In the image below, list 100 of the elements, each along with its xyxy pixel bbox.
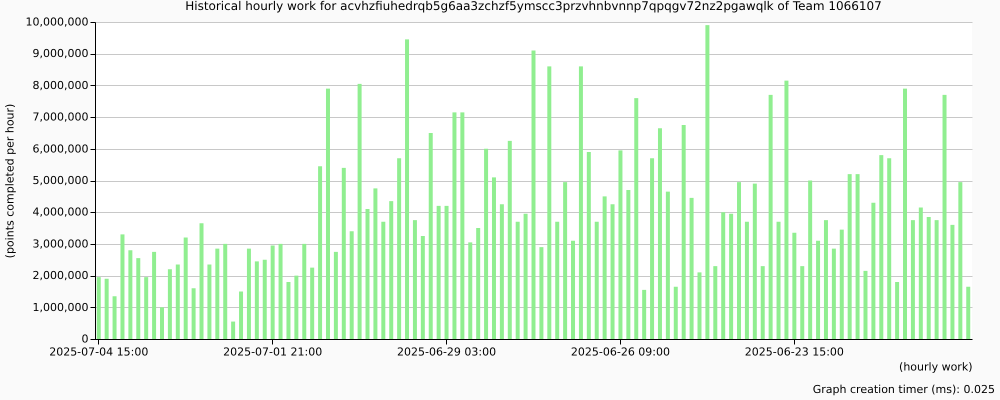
bar: [586, 152, 591, 339]
bar: [262, 260, 267, 339]
chart-title: Historical hourly work for acvhzfiuhedrqb5g6aa3zchzf5ymscc3przvhnbvnnp7qpqgv72nz2pgawqlk of Team 1066107: [185, 0, 882, 13]
y-tick-label: 3,000,000: [32, 237, 88, 250]
bar: [808, 180, 812, 339]
x-tick-label: 2025-06-29 03:00: [396, 346, 496, 358]
bar: [666, 192, 670, 339]
bar: [254, 261, 259, 339]
bar: [768, 94, 773, 339]
x-tick-label: 2025-06-23 15:00: [744, 346, 844, 358]
bar: [594, 222, 599, 339]
bar: [436, 206, 441, 339]
bar: [840, 230, 844, 339]
x-tick-label: 2025-07-01 21:00: [223, 346, 322, 358]
bar: [895, 282, 900, 339]
bar: [618, 150, 622, 339]
y-tick-label: 6,000,000: [32, 142, 88, 156]
y-tick-label: 1,000,000: [32, 300, 88, 314]
bar: [958, 182, 962, 339]
bar: [760, 266, 765, 339]
bar: [120, 234, 124, 339]
bar: [152, 252, 156, 339]
bar: [697, 272, 702, 339]
bar: [286, 282, 290, 339]
bar: [934, 220, 939, 339]
bar: [832, 248, 836, 339]
bar: [104, 278, 109, 339]
bar: [642, 290, 646, 339]
bar: [682, 125, 686, 339]
bar: [508, 140, 512, 339]
bar: [887, 158, 892, 339]
bar: [737, 182, 742, 339]
bar: [539, 247, 544, 339]
bar: [215, 248, 220, 339]
bar: [792, 232, 796, 339]
bar: [246, 248, 251, 339]
bar: [168, 269, 172, 339]
bar: [460, 112, 464, 339]
bar: [342, 168, 346, 339]
bar: [918, 207, 923, 339]
bar: [389, 201, 394, 339]
bar: [144, 277, 148, 339]
bar: [602, 196, 607, 339]
bar: [160, 307, 164, 339]
bar: [476, 228, 480, 339]
bar: [966, 286, 970, 339]
bar: [926, 216, 931, 339]
bar: [239, 291, 244, 339]
bar: [428, 132, 433, 339]
x-tick-label: 2025-07-04 15:00: [49, 346, 148, 358]
bar: [184, 238, 188, 339]
bar: [658, 128, 662, 339]
bar: [879, 155, 884, 339]
bar: [776, 222, 781, 339]
text: Graph creation timer (ms): 0.025: [812, 383, 995, 396]
bar: [492, 177, 496, 339]
x-axis-title: (hourly work): [899, 360, 972, 374]
y-tick-label: 0: [82, 332, 88, 346]
bar: [207, 264, 212, 339]
bar: [136, 258, 140, 339]
bar: [950, 224, 954, 339]
bar: [610, 204, 615, 339]
bar: [942, 94, 947, 339]
bar: [278, 244, 283, 339]
bar: [231, 322, 236, 339]
y-axis-title: (points completed per hour): [4, 104, 17, 258]
bar: [626, 190, 630, 339]
bar: [729, 214, 734, 339]
bar: [674, 286, 678, 339]
bar: [176, 264, 180, 339]
bar: [223, 244, 228, 339]
bar: [294, 276, 298, 339]
x-tick-label: 2025-06-26 09:00: [570, 346, 670, 358]
bar: [871, 202, 876, 339]
bar: [192, 288, 196, 339]
bar: [112, 296, 117, 339]
bar: [381, 222, 386, 339]
bar: [318, 166, 322, 339]
bar: [713, 266, 718, 339]
bar: [903, 88, 908, 339]
bar: [824, 220, 828, 339]
bar: [366, 209, 370, 339]
bar: [744, 222, 749, 339]
bar: [690, 198, 694, 339]
bar: [326, 88, 330, 339]
bar: [444, 206, 449, 339]
bar: [532, 50, 536, 339]
bar: [468, 242, 472, 339]
bar: [784, 80, 788, 339]
y-tick-label: 5,000,000: [32, 174, 88, 187]
bar: [634, 98, 638, 339]
y-tick-label: 4,000,000: [32, 206, 88, 219]
y-tick-label: 2,000,000: [32, 269, 88, 282]
y-tick-label: 7,000,000: [32, 110, 88, 124]
bar: [484, 148, 488, 339]
bar: [270, 245, 275, 339]
bar: [571, 240, 576, 339]
bar: [358, 84, 362, 339]
bar: [800, 266, 804, 339]
bar: [334, 252, 338, 339]
